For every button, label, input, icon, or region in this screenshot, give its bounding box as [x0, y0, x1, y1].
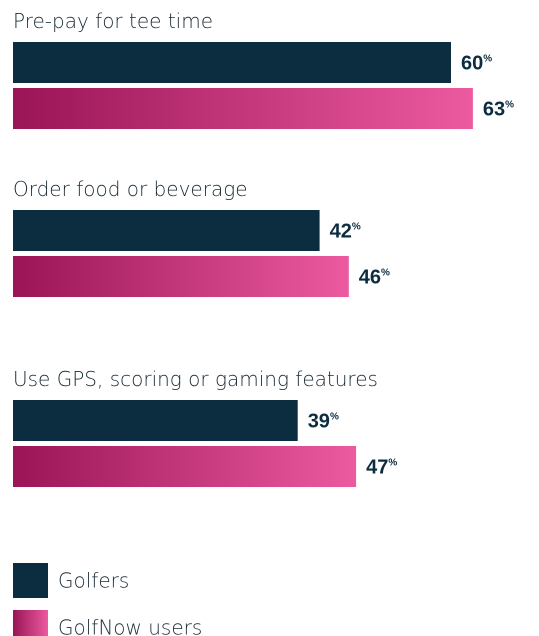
- legend-label: Golfers: [58, 569, 129, 593]
- data-label-unit: %: [352, 222, 361, 233]
- data-label-value: 39: [308, 411, 330, 433]
- data-label: 47%: [366, 457, 397, 479]
- category-label: Order food or beverage: [13, 177, 248, 201]
- legend-swatch: [13, 563, 48, 598]
- bar-golfnow-users: [13, 256, 349, 297]
- data-label-value: 47: [366, 457, 388, 479]
- data-label-value: 63: [483, 99, 505, 121]
- data-label-unit: %: [388, 458, 397, 469]
- bar-golfnow-users: [13, 446, 357, 487]
- bar-golfers: [13, 210, 320, 251]
- bar-golfers: [13, 400, 298, 441]
- bar-golfers: [13, 42, 451, 83]
- category-label: Use GPS, scoring or gaming features: [13, 367, 378, 391]
- data-label-unit: %: [330, 412, 339, 423]
- data-label-value: 60: [461, 53, 483, 75]
- data-label: 42%: [330, 221, 361, 243]
- legend-item: GolfNow users: [13, 610, 202, 636]
- data-label-unit: %: [505, 100, 514, 111]
- data-label: 60%: [461, 53, 492, 75]
- category-label: Pre-pay for tee time: [13, 9, 213, 33]
- data-label: 63%: [483, 99, 514, 121]
- legend-item: Golfers: [13, 563, 129, 598]
- data-label-value: 46: [359, 267, 381, 289]
- data-label: 39%: [308, 411, 339, 433]
- legend-label: GolfNow users: [58, 616, 202, 636]
- bar-golfnow-users: [13, 88, 473, 129]
- data-label-unit: %: [381, 268, 390, 279]
- data-label-value: 42: [330, 221, 352, 243]
- category-group: Use GPS, scoring or gaming features39%47…: [13, 367, 397, 487]
- legend-swatch: [13, 610, 48, 636]
- data-label: 46%: [359, 267, 390, 289]
- data-label-unit: %: [483, 54, 492, 65]
- legend: Golfers GolfNow users: [13, 563, 202, 636]
